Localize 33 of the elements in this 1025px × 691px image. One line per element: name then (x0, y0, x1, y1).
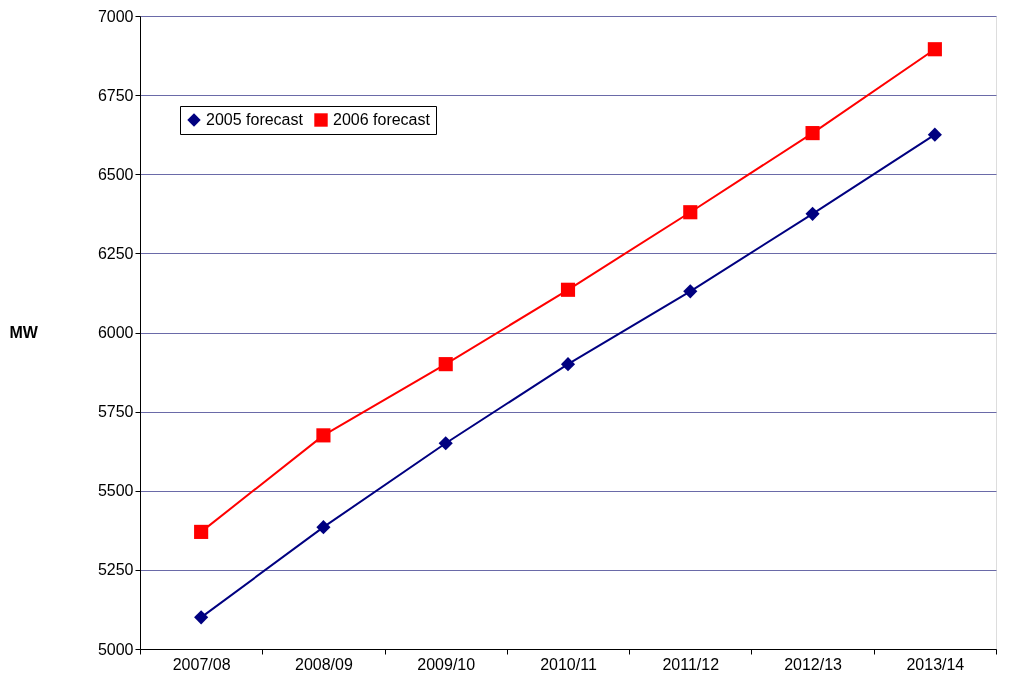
point (927, 42, 942, 57)
point (194, 610, 209, 625)
y-tick-label: 6500 (97, 165, 134, 183)
y-tick-label: 5500 (97, 482, 134, 500)
x-tick-label: 2013/14 (906, 655, 965, 673)
x-tick-label: 2007/08 (172, 655, 231, 673)
point (560, 357, 576, 372)
legend-label: 2005 forecast (206, 111, 304, 128)
point (316, 520, 331, 535)
x-tick-label: 2012/13 (784, 655, 843, 673)
y-tick-label: 6750 (97, 86, 134, 104)
y-tick-label: 5750 (97, 403, 134, 421)
y-tick-label: 5000 (97, 640, 134, 658)
point (805, 126, 820, 141)
x-tick-label: 2010/11 (540, 655, 597, 673)
point (805, 206, 820, 221)
point (683, 205, 698, 220)
point (560, 282, 576, 297)
y-axis-title: MW (9, 324, 39, 341)
legend-label: 2006 forecast (333, 111, 431, 128)
y-tick-label: 5250 (97, 561, 134, 579)
point (683, 284, 698, 299)
point (316, 428, 331, 443)
x-tick-label: 2009/10 (417, 655, 476, 673)
point (438, 436, 453, 451)
y-tick-label: 6000 (97, 324, 134, 341)
y-tick-label: 6250 (97, 244, 134, 262)
point (438, 357, 453, 372)
point (927, 127, 942, 142)
x-tick-label: 2008/09 (295, 655, 353, 673)
y-tick-label: 7000 (97, 7, 134, 25)
point (194, 524, 209, 539)
x-tick-label: 2011/12 (662, 655, 720, 673)
